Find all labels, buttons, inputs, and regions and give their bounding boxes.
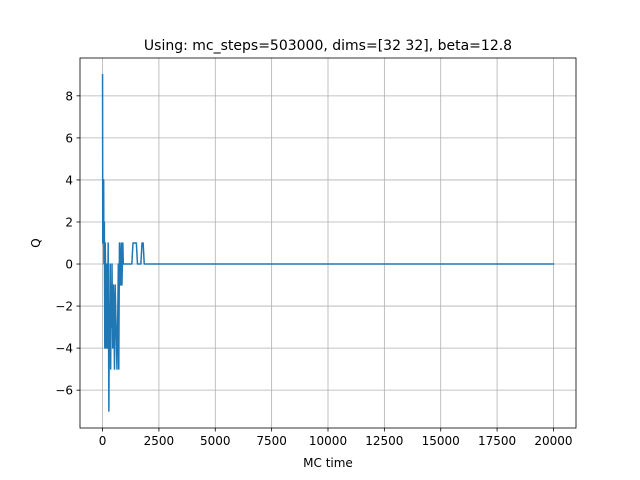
y-tick-label: −2: [55, 300, 73, 314]
x-axis-label: MC time: [303, 456, 353, 470]
x-tick-label: 5000: [200, 434, 231, 448]
y-tick-label: −6: [55, 384, 73, 398]
x-tick-label: 7500: [256, 434, 287, 448]
x-tick-label: 10000: [309, 434, 347, 448]
y-tick-label: 6: [65, 131, 73, 145]
x-tick-label: 15000: [422, 434, 460, 448]
tick-layer: 0 2500 5000 7500 10000 12500 15000 17500 20000 −6…: [55, 89, 572, 448]
x-tick-label: 20000: [534, 434, 572, 448]
x-tick-label: 12500: [365, 434, 403, 448]
chart-title: Using: mc_steps=503000, dims=[32 32], be…: [144, 38, 512, 54]
x-tick-label: 17500: [478, 434, 516, 448]
y-tick-label: 4: [65, 173, 73, 187]
y-tick-label: −4: [55, 342, 73, 356]
grid-layer: [80, 58, 576, 428]
y-tick-label: 8: [65, 89, 73, 103]
y-axis-label: Q: [29, 238, 43, 247]
y-tick-label: 2: [65, 215, 73, 229]
series-layer: [101, 74, 555, 412]
y-tick-label: 0: [65, 258, 73, 272]
x-tick-label: 0: [99, 434, 107, 448]
series-line: [101, 74, 555, 412]
x-tick-label: 2500: [144, 434, 175, 448]
